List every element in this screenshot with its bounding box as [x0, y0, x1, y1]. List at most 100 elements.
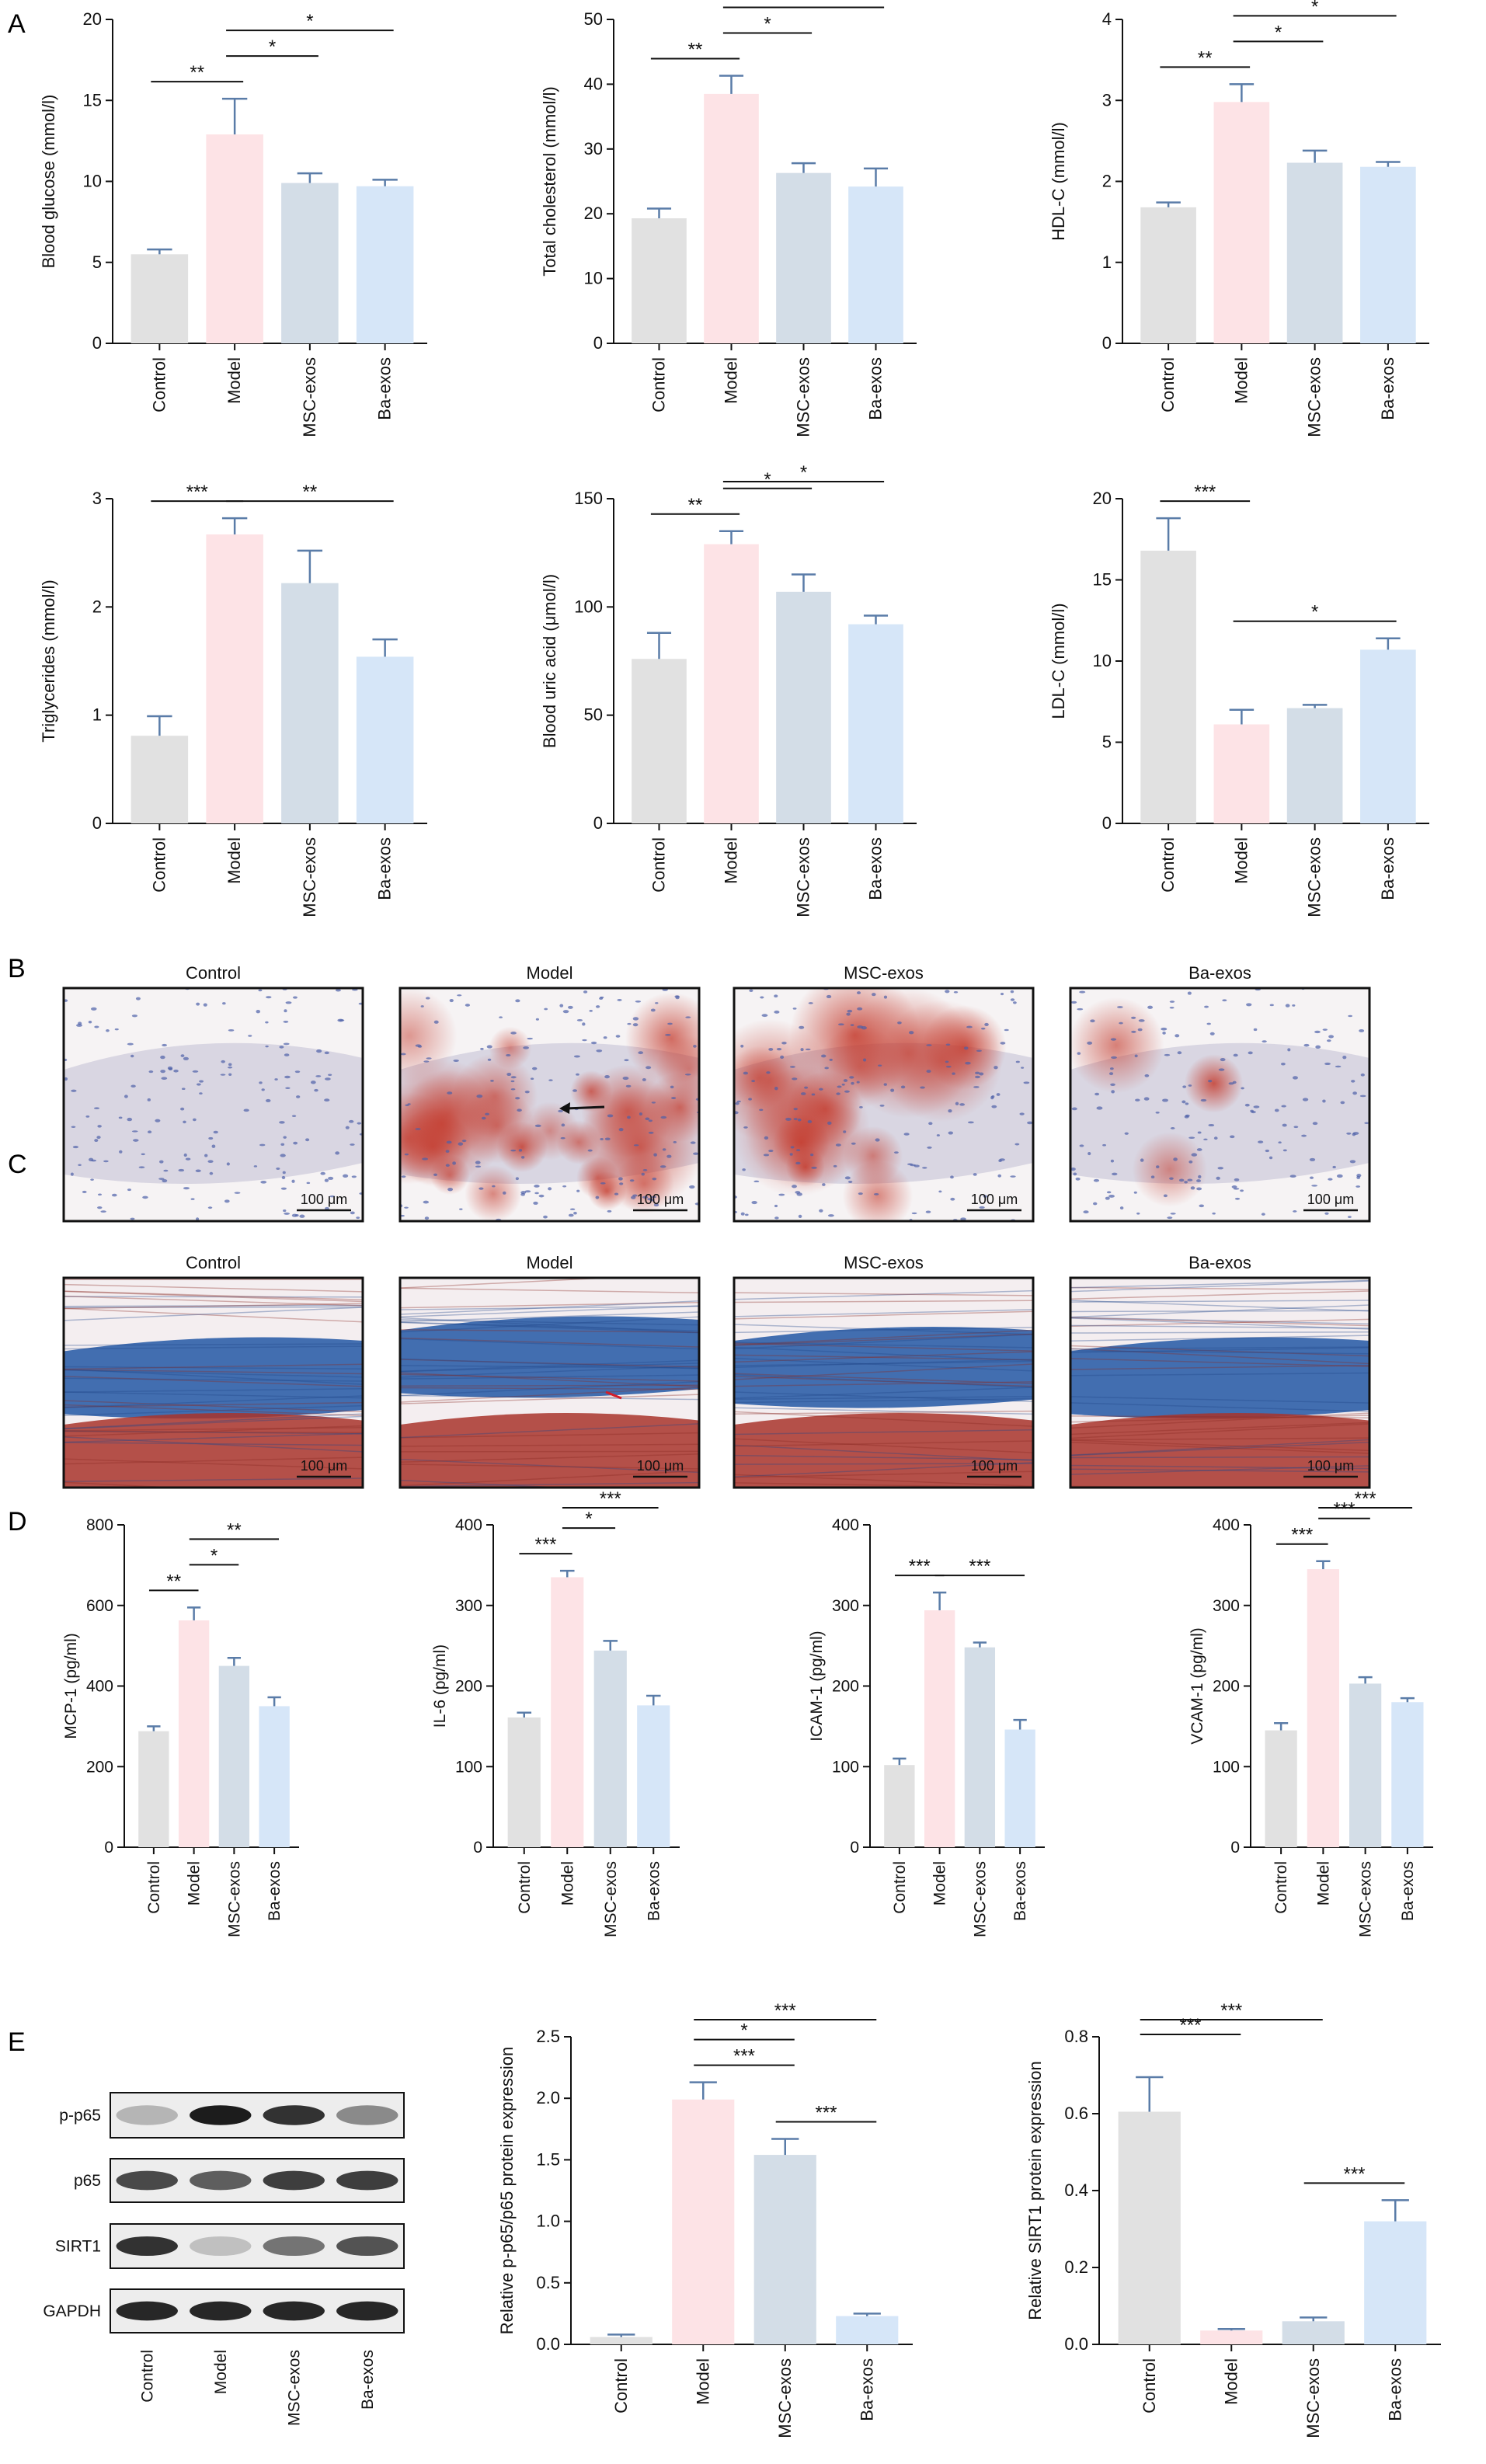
y-tick-label: 400: [455, 1516, 482, 1534]
y-tick-label: 100: [455, 1758, 482, 1776]
y-tick-label: 0.0: [1064, 2334, 1088, 2354]
x-tick-label: Control: [891, 1861, 909, 1914]
y-tick-label: 100: [574, 597, 603, 616]
bar-0: [138, 1731, 169, 1847]
x-tick-label: Model: [693, 2358, 712, 2405]
y-tick-label: 20: [584, 204, 603, 223]
bar-2: [1349, 1683, 1382, 1847]
bar-2: [776, 172, 831, 343]
bar-1: [206, 534, 263, 823]
y-tick-label: 0.4: [1064, 2180, 1088, 2200]
panel-letter-c: C: [8, 1150, 27, 1179]
histology-label: Model: [527, 963, 573, 983]
blot-band: [336, 2170, 398, 2191]
y-tick-label: 0.2: [1064, 2257, 1088, 2277]
histology-label: Ba-exos: [1188, 1253, 1251, 1272]
chart-il-6: 0 100 200 300 400 IL-6 (pg/ml) Control Model MSC…: [431, 1488, 680, 1937]
y-tick-label: 300: [832, 1597, 859, 1615]
panel-letter-b: B: [8, 954, 26, 983]
blot-band: [190, 2236, 252, 2257]
significance-label: *: [764, 14, 771, 35]
significance-label: ***: [1220, 2000, 1242, 2021]
x-tick-label: MSC-exos: [1305, 837, 1324, 917]
bar-3: [637, 1705, 670, 1847]
x-tick-label: Model: [1231, 357, 1251, 404]
significance-label: *: [764, 469, 771, 490]
panel-letter-a: A: [8, 9, 26, 39]
bar-3: [1360, 649, 1416, 823]
bar-0: [131, 736, 189, 823]
significance-label: **: [1198, 47, 1213, 68]
scale-bar-label: 100 μm: [971, 1458, 1018, 1474]
bar-2: [753, 2155, 816, 2344]
y-tick-label: 0: [1230, 1839, 1240, 1857]
y-tick-label: 10: [1093, 651, 1112, 670]
x-tick-label: Control: [145, 1861, 163, 1914]
x-tick-label: Control: [1158, 357, 1178, 412]
blot-band: [263, 2105, 325, 2125]
significance-label: ***: [1179, 2015, 1201, 2036]
x-tick-label: Model: [722, 357, 741, 404]
bar-3: [1391, 1702, 1424, 1847]
histology-label: MSC-exos: [844, 963, 924, 983]
y-axis-label: HDL-C (mmol/l): [1049, 122, 1068, 241]
chart-sirt1: 0.0 0.2 0.4 0.6 0.8 Relative SIRT1 protein ex…: [1025, 2000, 1441, 2438]
arrow-icon: [565, 1105, 605, 1110]
lane-label: Model: [212, 2350, 230, 2394]
significance-label: ***: [909, 1556, 931, 1577]
blot-band: [190, 2170, 252, 2191]
tissue-image: [734, 1278, 1033, 1488]
histology-row-oil-red: Control 100 μm Model 100 μm MSC-exos 100 μm Ba…: [62, 963, 1371, 1223]
chart-triglycerides: 0 1 2 3 Triglycerides (mmol/l) Control Model MS…: [39, 482, 427, 917]
bar-3: [1364, 2221, 1427, 2344]
x-tick-label: Ba-exos: [645, 1861, 663, 1921]
y-tick-label: 300: [1213, 1597, 1240, 1615]
blot-frame: [110, 2092, 405, 2139]
bar-1: [1200, 2330, 1263, 2344]
x-tick-label: Ba-exos: [375, 837, 395, 900]
significance-label: *: [1311, 602, 1318, 623]
blot-band: [116, 2301, 178, 2321]
blot-band: [116, 2170, 178, 2191]
y-tick-label: 2.0: [536, 2088, 560, 2107]
x-tick-label: Ba-exos: [1378, 357, 1397, 420]
y-axis-label: IL-6 (pg/ml): [431, 1644, 449, 1728]
blot-band: [263, 2236, 325, 2257]
y-tick-label: 3: [92, 489, 102, 508]
blot-band: [116, 2236, 178, 2257]
chart-total-cholesterol: 0 10 20 30 40 50 Total cholesterol (mmol/l) Con…: [540, 0, 917, 437]
y-axis-label: Blood glucose (mmol/l): [39, 95, 58, 269]
y-axis-label: Relative SIRT1 protein expression: [1025, 2061, 1045, 2320]
tissue-image: [400, 988, 699, 1221]
bar-3: [1004, 1729, 1035, 1847]
bar-3: [1360, 166, 1416, 343]
histology-row-masson: Control 100 μm Model 100 μm MSC-exos 100 μm Ba…: [62, 1253, 1371, 1489]
y-tick-label: 600: [86, 1597, 113, 1615]
image-frame: [62, 987, 364, 1223]
y-axis-label: LDL-C (mmol/l): [1049, 603, 1068, 719]
bar-2: [281, 183, 339, 343]
scale-bar-label: 100 μm: [1307, 1458, 1354, 1474]
tissue-image: [1070, 988, 1369, 1221]
x-tick-label: Control: [516, 1861, 534, 1914]
y-tick-label: 100: [832, 1758, 859, 1776]
blot-band: [190, 2105, 252, 2125]
significance-label: ***: [1343, 2163, 1365, 2184]
bar-3: [836, 2316, 899, 2344]
y-tick-label: 20: [1093, 489, 1112, 508]
blot-band: [190, 2301, 252, 2321]
y-axis-label: Total cholesterol (mmol/l): [540, 86, 559, 277]
x-tick-label: MSC-exos: [1357, 1861, 1375, 1937]
bar-0: [884, 1765, 915, 1847]
bar-1: [178, 1620, 210, 1847]
significance-label: *: [800, 0, 807, 9]
significance-label: ***: [600, 1488, 621, 1509]
significance-label: **: [303, 482, 318, 503]
x-tick-label: Control: [1272, 1861, 1290, 1914]
x-tick-label: MSC-exos: [775, 2358, 795, 2438]
y-axis-label: Blood uric acid (μmol/l): [540, 574, 559, 748]
tissue-image: [64, 988, 363, 1221]
x-tick-label: MSC-exos: [225, 1861, 243, 1937]
y-tick-label: 30: [584, 139, 603, 158]
blot-band: [263, 2170, 325, 2191]
